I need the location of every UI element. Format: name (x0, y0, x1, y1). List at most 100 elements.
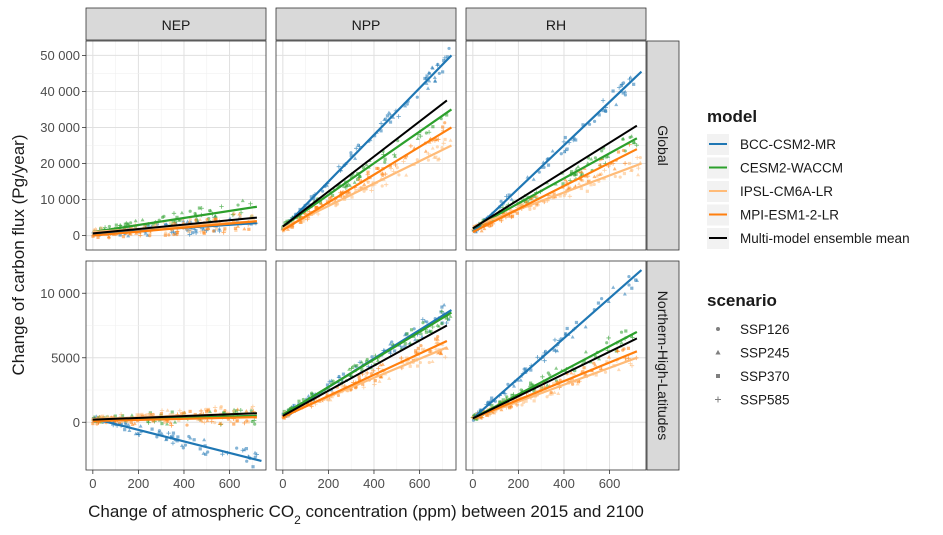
x-tick-label: 200 (318, 476, 340, 491)
data-point (356, 143, 360, 147)
data-point (138, 424, 143, 428)
data-point (501, 398, 505, 402)
x-axis-title: Change of atmospheric CO2 concentration … (88, 502, 644, 527)
data-point (236, 203, 240, 207)
data-point (143, 414, 147, 418)
data-point (433, 78, 438, 83)
fit-line-cesm2-waccm (472, 137, 638, 230)
data-point (552, 337, 558, 343)
data-point (430, 66, 435, 70)
data-point (388, 120, 393, 124)
data-point (447, 46, 451, 51)
data-point (569, 370, 574, 375)
data-point (580, 173, 584, 177)
data-point (349, 366, 354, 371)
legend-scenario-label: SSP585 (740, 393, 790, 408)
data-point (383, 117, 388, 121)
data-point (396, 114, 401, 119)
data-point (393, 349, 397, 353)
data-point (581, 123, 585, 127)
data-point (185, 227, 189, 231)
data-point (405, 356, 409, 360)
data-point (214, 217, 218, 221)
data-point (619, 83, 624, 88)
data-point (550, 149, 555, 153)
data-point (357, 378, 362, 382)
data-point (532, 399, 536, 403)
data-point (121, 235, 126, 239)
data-point (135, 413, 139, 417)
data-point (434, 337, 438, 341)
data-point (490, 396, 494, 400)
facet-strip-global (646, 40, 680, 251)
data-point (443, 354, 448, 360)
facet-label-global: Global (655, 125, 671, 165)
panel-border (465, 260, 647, 471)
data-point (532, 206, 536, 210)
data-point (423, 76, 427, 81)
data-point (171, 220, 175, 224)
data-point (160, 421, 164, 426)
data-point (358, 173, 363, 178)
data-point (549, 390, 553, 394)
data-point (223, 227, 227, 231)
data-point (357, 375, 361, 379)
facet-label-npp: NPP (352, 17, 381, 33)
data-point (217, 226, 222, 231)
data-point (412, 327, 416, 331)
data-point (605, 360, 609, 364)
data-point (212, 405, 218, 410)
data-point (95, 422, 99, 426)
data-point (134, 231, 139, 235)
data-point (159, 413, 163, 417)
fit-line-ipsl-cm6a-lr (472, 162, 642, 228)
data-point (235, 224, 240, 228)
data-point (151, 419, 155, 423)
data-point (118, 233, 122, 237)
data-point (325, 383, 330, 387)
data-point (528, 205, 532, 209)
data-point (198, 418, 203, 422)
data-point (606, 299, 611, 303)
panel-border (85, 260, 267, 471)
data-point (424, 330, 429, 334)
data-point (129, 413, 134, 417)
data-point (485, 413, 489, 417)
x-tick-label: 600 (219, 476, 241, 491)
data-point (505, 395, 509, 399)
data-point (223, 408, 227, 413)
data-point (136, 432, 141, 437)
fit-line-multi-model ensemble mean (92, 412, 257, 421)
panel-global-rh (465, 40, 647, 251)
data-point (188, 435, 193, 440)
data-point (336, 393, 341, 398)
data-point (627, 274, 631, 279)
facet-label-nep: NEP (162, 17, 191, 33)
data-point (364, 370, 370, 376)
data-point (593, 363, 598, 367)
data-point (526, 199, 530, 204)
data-point (328, 197, 332, 201)
fit-line-multi-model ensemble mean (472, 337, 638, 420)
y-tick-label: 10 000 (40, 286, 80, 301)
x-tick-label: 200 (128, 476, 150, 491)
data-point (600, 98, 606, 103)
data-point (94, 414, 99, 418)
data-point (403, 103, 408, 108)
data-point (238, 215, 242, 219)
data-point (621, 148, 626, 153)
data-point (413, 337, 418, 342)
data-point (558, 378, 562, 382)
data-point (548, 373, 552, 377)
data-point (565, 147, 569, 151)
data-point (537, 170, 541, 174)
data-point (218, 421, 224, 427)
data-point (249, 405, 254, 410)
panel-border (275, 260, 457, 471)
data-point (240, 198, 245, 203)
data-point (482, 226, 487, 231)
data-point (618, 175, 622, 179)
fit-line-mpi-esm1-2-lr (472, 148, 638, 233)
data-point (204, 410, 209, 414)
data-point (376, 358, 381, 362)
